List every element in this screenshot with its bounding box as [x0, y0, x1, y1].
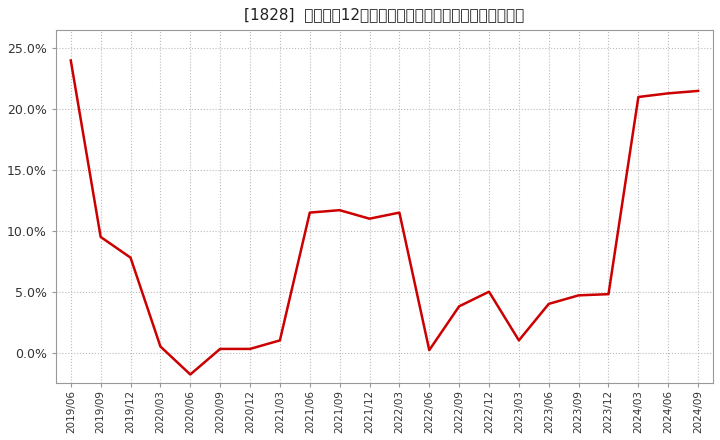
- Title: [1828]  売上高の12か月移動合計の対前年同期増減率の推移: [1828] 売上高の12か月移動合計の対前年同期増減率の推移: [244, 7, 525, 22]
